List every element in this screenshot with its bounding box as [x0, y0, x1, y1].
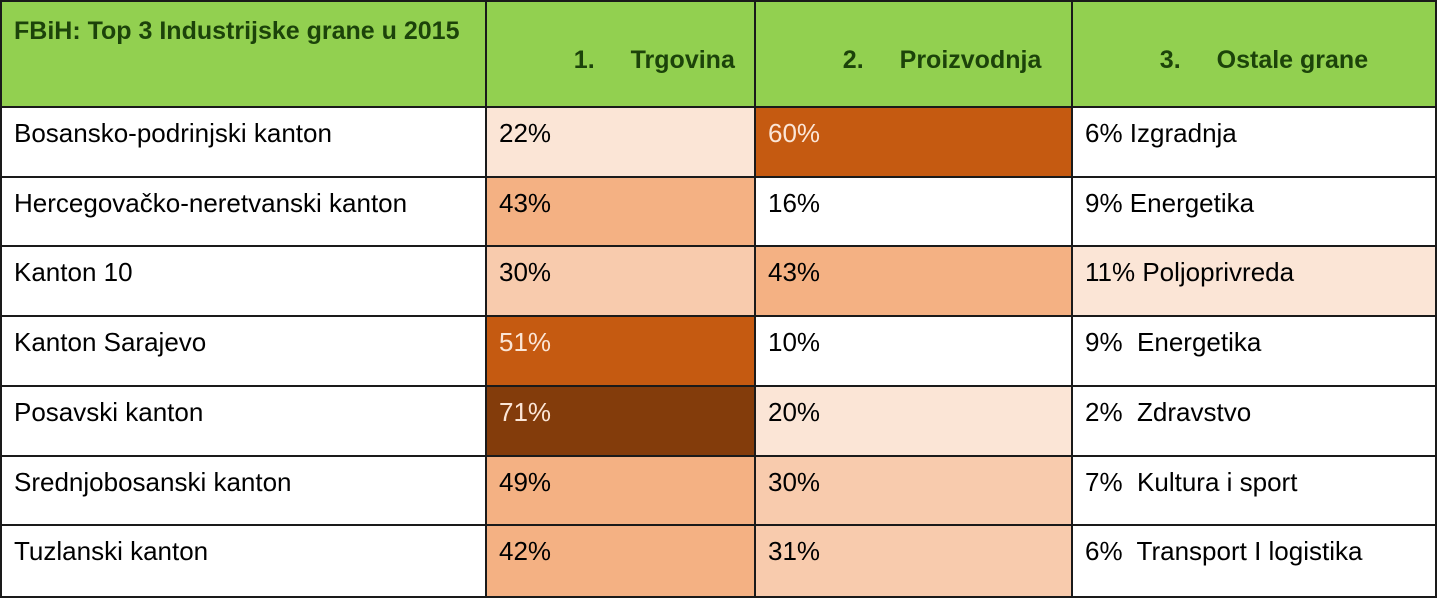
proizvodnja-value-cell: 10%	[756, 317, 1073, 387]
ostale-grane-value-cell: 11% Poljoprivreda	[1073, 247, 1435, 318]
kanton-name-cell: Kanton 10	[2, 247, 487, 318]
proizvodnja-value-cell: 60%	[756, 108, 1073, 178]
proizvodnja-value-cell: 16%	[756, 177, 1073, 248]
header-trgovina: 1. Trgovina	[487, 2, 756, 108]
trgovina-value-cell: 30%	[487, 247, 756, 318]
trgovina-value-cell: 43%	[487, 177, 756, 248]
ostale-grane-value-cell: 6% Transport I logistika	[1073, 526, 1435, 596]
proizvodnja-value-cell: 43%	[756, 247, 1073, 318]
trgovina-value-cell: 42%	[487, 526, 756, 596]
header-ostale-label: Ostale grane	[1216, 45, 1369, 74]
header-proizvodnja: 2. Proizvodnja	[756, 2, 1073, 108]
trgovina-value-cell: 49%	[487, 456, 756, 527]
trgovina-value-cell: 51%	[487, 317, 756, 387]
trgovina-value-cell: 22%	[487, 108, 756, 178]
ostale-grane-value-cell: 2% Zdravstvo	[1073, 386, 1435, 457]
ostale-grane-value-cell: 7% Kultura i sport	[1073, 456, 1435, 527]
kanton-name-cell: Tuzlanski kanton	[2, 526, 487, 596]
table-title-cell: FBiH: Top 3 Industrijske grane u 2015	[2, 2, 487, 108]
kanton-name-cell: Bosansko-podrinjski kanton	[2, 108, 487, 178]
header-trgovina-number: 1.	[573, 45, 595, 74]
header-proizvodnja-label: Proizvodnja	[899, 45, 1042, 74]
kanton-name-cell: Posavski kanton	[2, 386, 487, 457]
header-ostale-number: 3.	[1159, 45, 1181, 74]
proizvodnja-value-cell: 30%	[756, 456, 1073, 527]
ostale-grane-value-cell: 9% Energetika	[1073, 177, 1435, 248]
kanton-name-cell: Kanton Sarajevo	[2, 317, 487, 387]
ostale-grane-value-cell: 9% Energetika	[1073, 317, 1435, 387]
header-ostale-grane: 3. Ostale grane	[1073, 2, 1435, 108]
ostale-grane-value-cell: 6% Izgradnja	[1073, 108, 1435, 178]
header-trgovina-label: Trgovina	[630, 45, 735, 74]
trgovina-value-cell: 71%	[487, 386, 756, 457]
proizvodnja-value-cell: 20%	[756, 386, 1073, 457]
header-proizvodnja-number: 2.	[842, 45, 864, 74]
kanton-name-cell: Srednjobosanski kanton	[2, 456, 487, 527]
kanton-name-cell: Hercegovačko-neretvanski kanton	[2, 177, 487, 248]
proizvodnja-value-cell: 31%	[756, 526, 1073, 596]
